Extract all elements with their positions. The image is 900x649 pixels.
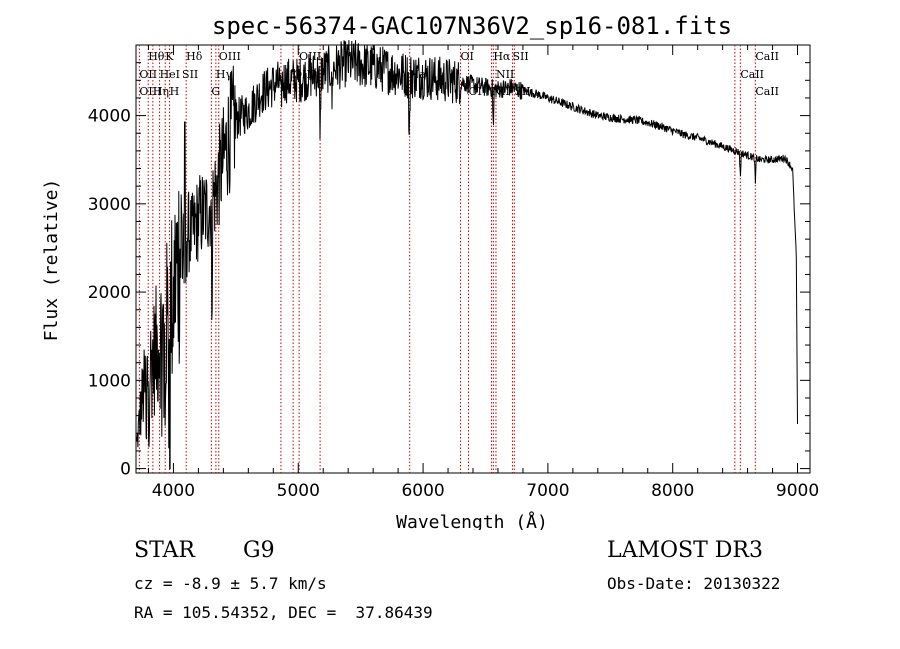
y-tick-label: 4000 [88,107,131,127]
x-axis: 4000 5000 6000 7000 8000 9000 [147,45,819,501]
line-label: HeI [160,68,180,81]
y-axis: 0 1000 2000 3000 4000 [88,62,810,480]
line-label: Hη [153,85,169,98]
coordinates-readout: RA = 105.54352, DEC = 37.86439 [134,603,433,622]
line-label: CaII [755,85,779,98]
redshift-readout: cz = -8.9 ± 5.7 km/s [134,574,327,593]
line-label: OIII [299,50,321,63]
line-label: OIII [139,85,161,98]
x-tick-label: 8000 [651,481,694,501]
line-label: K [165,50,174,63]
object-class: STAR [134,538,195,563]
survey-name: LAMOST DR3 [607,538,763,563]
chart-title: spec-56374-GAC107N36V2_sp16-081.fits [212,12,732,40]
line-label: NII [496,68,514,81]
line-label: Hδ [186,50,203,63]
line-label: SII [512,50,528,63]
line-label: G [211,85,220,98]
line-label: OI [461,50,474,63]
x-axis-label: Wavelength (Å) [396,511,548,530]
line-label: H [170,85,180,98]
spectrum-chart: spec-56374-GAC107N36V2_sp16-081.fits Hθ O… [41,12,819,530]
line-label: Hα [493,50,511,63]
line-label: Hγ [216,68,233,81]
y-tick-label: 3000 [88,195,131,215]
line-label: CaII [755,50,779,63]
x-tick-label: 9000 [776,481,819,501]
line-label: OIII [219,50,241,63]
line-label: CaII [740,68,764,81]
y-axis-label: Flux (relative) [41,179,62,342]
x-tick-label: 6000 [401,481,444,501]
x-tick-label: 4000 [152,481,195,501]
y-tick-label: 0 [120,460,131,480]
line-label: SII [182,68,198,81]
line-label: Hθ [148,50,165,63]
y-tick-label: 1000 [88,371,131,391]
x-tick-label: 7000 [526,481,569,501]
spectrum-line [136,40,798,470]
object-subclass: G9 [243,538,275,563]
x-tick-label: 5000 [277,481,320,501]
y-tick-label: 2000 [88,283,131,303]
observation-date: Obs-Date: 20130322 [607,574,781,593]
line-label: OII [139,68,157,81]
